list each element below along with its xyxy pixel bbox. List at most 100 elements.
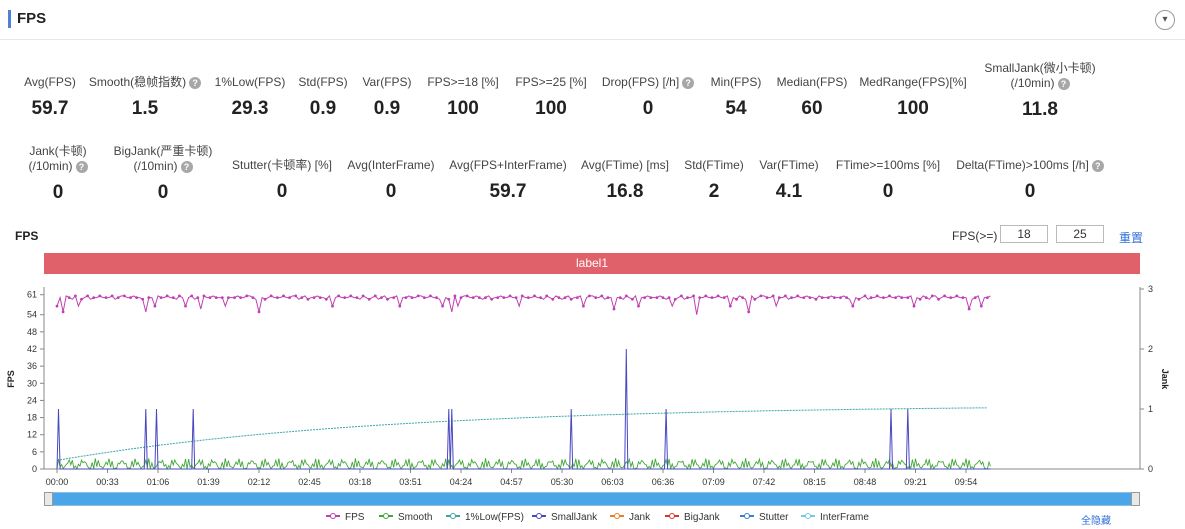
label-band[interactable]: label1 bbox=[44, 253, 1140, 274]
fps-point bbox=[478, 296, 481, 299]
y-tick-label: 54 bbox=[27, 310, 37, 320]
legend-item[interactable]: InterFrame bbox=[801, 512, 869, 523]
fps-point bbox=[129, 296, 132, 299]
fps-point bbox=[949, 296, 953, 299]
metric-value: 0 bbox=[157, 182, 169, 203]
fps-point bbox=[722, 296, 726, 299]
fps-point bbox=[61, 310, 65, 314]
fps-point bbox=[98, 294, 102, 298]
metric-r1-0: Avg(FPS) 59.7 bbox=[0, 75, 130, 120]
time-range-slider[interactable] bbox=[44, 492, 1140, 506]
metric-label-unit: (/10min)? bbox=[83, 159, 243, 174]
fps-threshold-input-1[interactable] bbox=[1000, 225, 1048, 243]
fps-point bbox=[496, 296, 500, 299]
legend-swatch bbox=[610, 513, 624, 519]
fps-point bbox=[269, 294, 273, 298]
metric-label: Avg(FPS+InterFrame) bbox=[449, 158, 567, 172]
fps-point bbox=[680, 294, 683, 298]
help-icon[interactable]: ? bbox=[180, 161, 193, 173]
fps-point bbox=[918, 297, 922, 301]
metric-value: 60 bbox=[801, 98, 823, 119]
help-icon[interactable]: ? bbox=[682, 77, 695, 89]
fps-point bbox=[239, 296, 243, 299]
y-tick-label: 30 bbox=[27, 378, 37, 388]
fps-point bbox=[55, 304, 59, 308]
slider-handle-start[interactable] bbox=[44, 492, 53, 506]
fps-point bbox=[643, 296, 646, 299]
legend-item[interactable]: Stutter bbox=[740, 512, 788, 523]
metric-value: 16.8 bbox=[606, 181, 644, 202]
help-icon[interactable]: ? bbox=[1091, 160, 1104, 172]
fps-point bbox=[343, 296, 347, 299]
series-smooth-line bbox=[56, 457, 991, 471]
metric-r1-8: Min(FPS) 54 bbox=[656, 75, 816, 120]
help-icon[interactable]: ? bbox=[1057, 78, 1070, 90]
fps-point bbox=[820, 296, 824, 299]
x-tick-label: 03:18 bbox=[349, 477, 372, 487]
fps-point bbox=[600, 294, 604, 298]
fps-point bbox=[563, 296, 567, 299]
fps-point bbox=[110, 294, 114, 298]
legend-item[interactable]: Smooth bbox=[379, 512, 432, 523]
fps-threshold-input-2[interactable] bbox=[1056, 225, 1104, 243]
slider-handle-end[interactable] bbox=[1131, 492, 1140, 506]
fps-point bbox=[404, 296, 408, 299]
fps-point bbox=[771, 294, 775, 298]
metric-label: Delta(FTime)>100ms [/h]? bbox=[950, 158, 1110, 173]
x-tick-label: 09:54 bbox=[955, 477, 978, 487]
fps-point bbox=[894, 296, 897, 299]
fps-point bbox=[618, 296, 622, 299]
metric-value: 29.3 bbox=[231, 98, 269, 119]
fps-point bbox=[875, 294, 879, 298]
legend-label: 1%Low(FPS) bbox=[465, 512, 524, 523]
legend-swatch bbox=[740, 513, 754, 519]
fps-point bbox=[759, 294, 763, 298]
hide-all-button[interactable]: 全隐藏 bbox=[1081, 516, 1111, 527]
fps-point bbox=[557, 296, 561, 299]
fps-point bbox=[937, 297, 940, 301]
fps-point bbox=[900, 296, 904, 299]
x-tick-label: 00:00 bbox=[46, 477, 69, 487]
metric-r2-2: Stutter(卡顿率) [%] 0 bbox=[202, 158, 362, 203]
legend-item[interactable]: Jank bbox=[610, 512, 650, 523]
metric-label: Var(FTime) bbox=[759, 158, 819, 172]
metric-label: Avg(InterFrame) bbox=[347, 158, 435, 172]
y-tick-label: 42 bbox=[27, 344, 37, 354]
metric-label-unit: (/10min)? bbox=[960, 76, 1120, 91]
section-header: FPS ▾ bbox=[0, 0, 1185, 40]
legend-item[interactable]: FPS bbox=[326, 512, 364, 523]
metric-label: FPS>=18 [%] bbox=[427, 75, 499, 89]
fps-point bbox=[429, 294, 432, 298]
fps-point bbox=[833, 296, 836, 299]
metric-r1-7: Drop(FPS) [/h]? 0 bbox=[568, 75, 728, 120]
metric-r1-6: FPS>=25 [%] 100 bbox=[471, 75, 631, 120]
fps-point bbox=[490, 297, 493, 301]
help-icon[interactable]: ? bbox=[189, 77, 202, 89]
help-icon[interactable]: ? bbox=[75, 161, 88, 173]
fps-filter-label: FPS(>=) bbox=[952, 229, 998, 243]
fps-point bbox=[796, 294, 800, 298]
fps-point bbox=[233, 296, 236, 299]
legend-item[interactable]: BigJank bbox=[665, 512, 720, 523]
chevron-down-icon[interactable]: ▾ bbox=[1155, 10, 1175, 30]
fps-point bbox=[294, 294, 298, 298]
fps-point bbox=[331, 304, 334, 308]
fps-point bbox=[441, 304, 444, 308]
metric-label: FTime>=100ms [%] bbox=[835, 158, 941, 172]
fps-point bbox=[704, 294, 708, 298]
metric-r2-1: BigJank(严重卡顿) (/10min)? 0 bbox=[83, 144, 243, 204]
fps-point bbox=[551, 297, 555, 301]
legend-item[interactable]: SmallJank bbox=[532, 512, 597, 523]
fps-point bbox=[465, 294, 469, 298]
reset-button[interactable]: 重置 bbox=[1119, 231, 1144, 245]
series-1low-line bbox=[56, 407, 988, 461]
x-tick-label: 01:39 bbox=[197, 477, 220, 487]
metric-r1-4: Var(FPS) 0.9 bbox=[307, 75, 467, 120]
x-tick-label: 06:36 bbox=[652, 477, 675, 487]
fps-point bbox=[943, 294, 946, 298]
metric-label: Avg(FPS) bbox=[24, 75, 76, 89]
fps-point bbox=[863, 294, 867, 298]
series-smalljank-line bbox=[56, 348, 991, 470]
legend-item[interactable]: 1%Low(FPS) bbox=[446, 512, 524, 523]
